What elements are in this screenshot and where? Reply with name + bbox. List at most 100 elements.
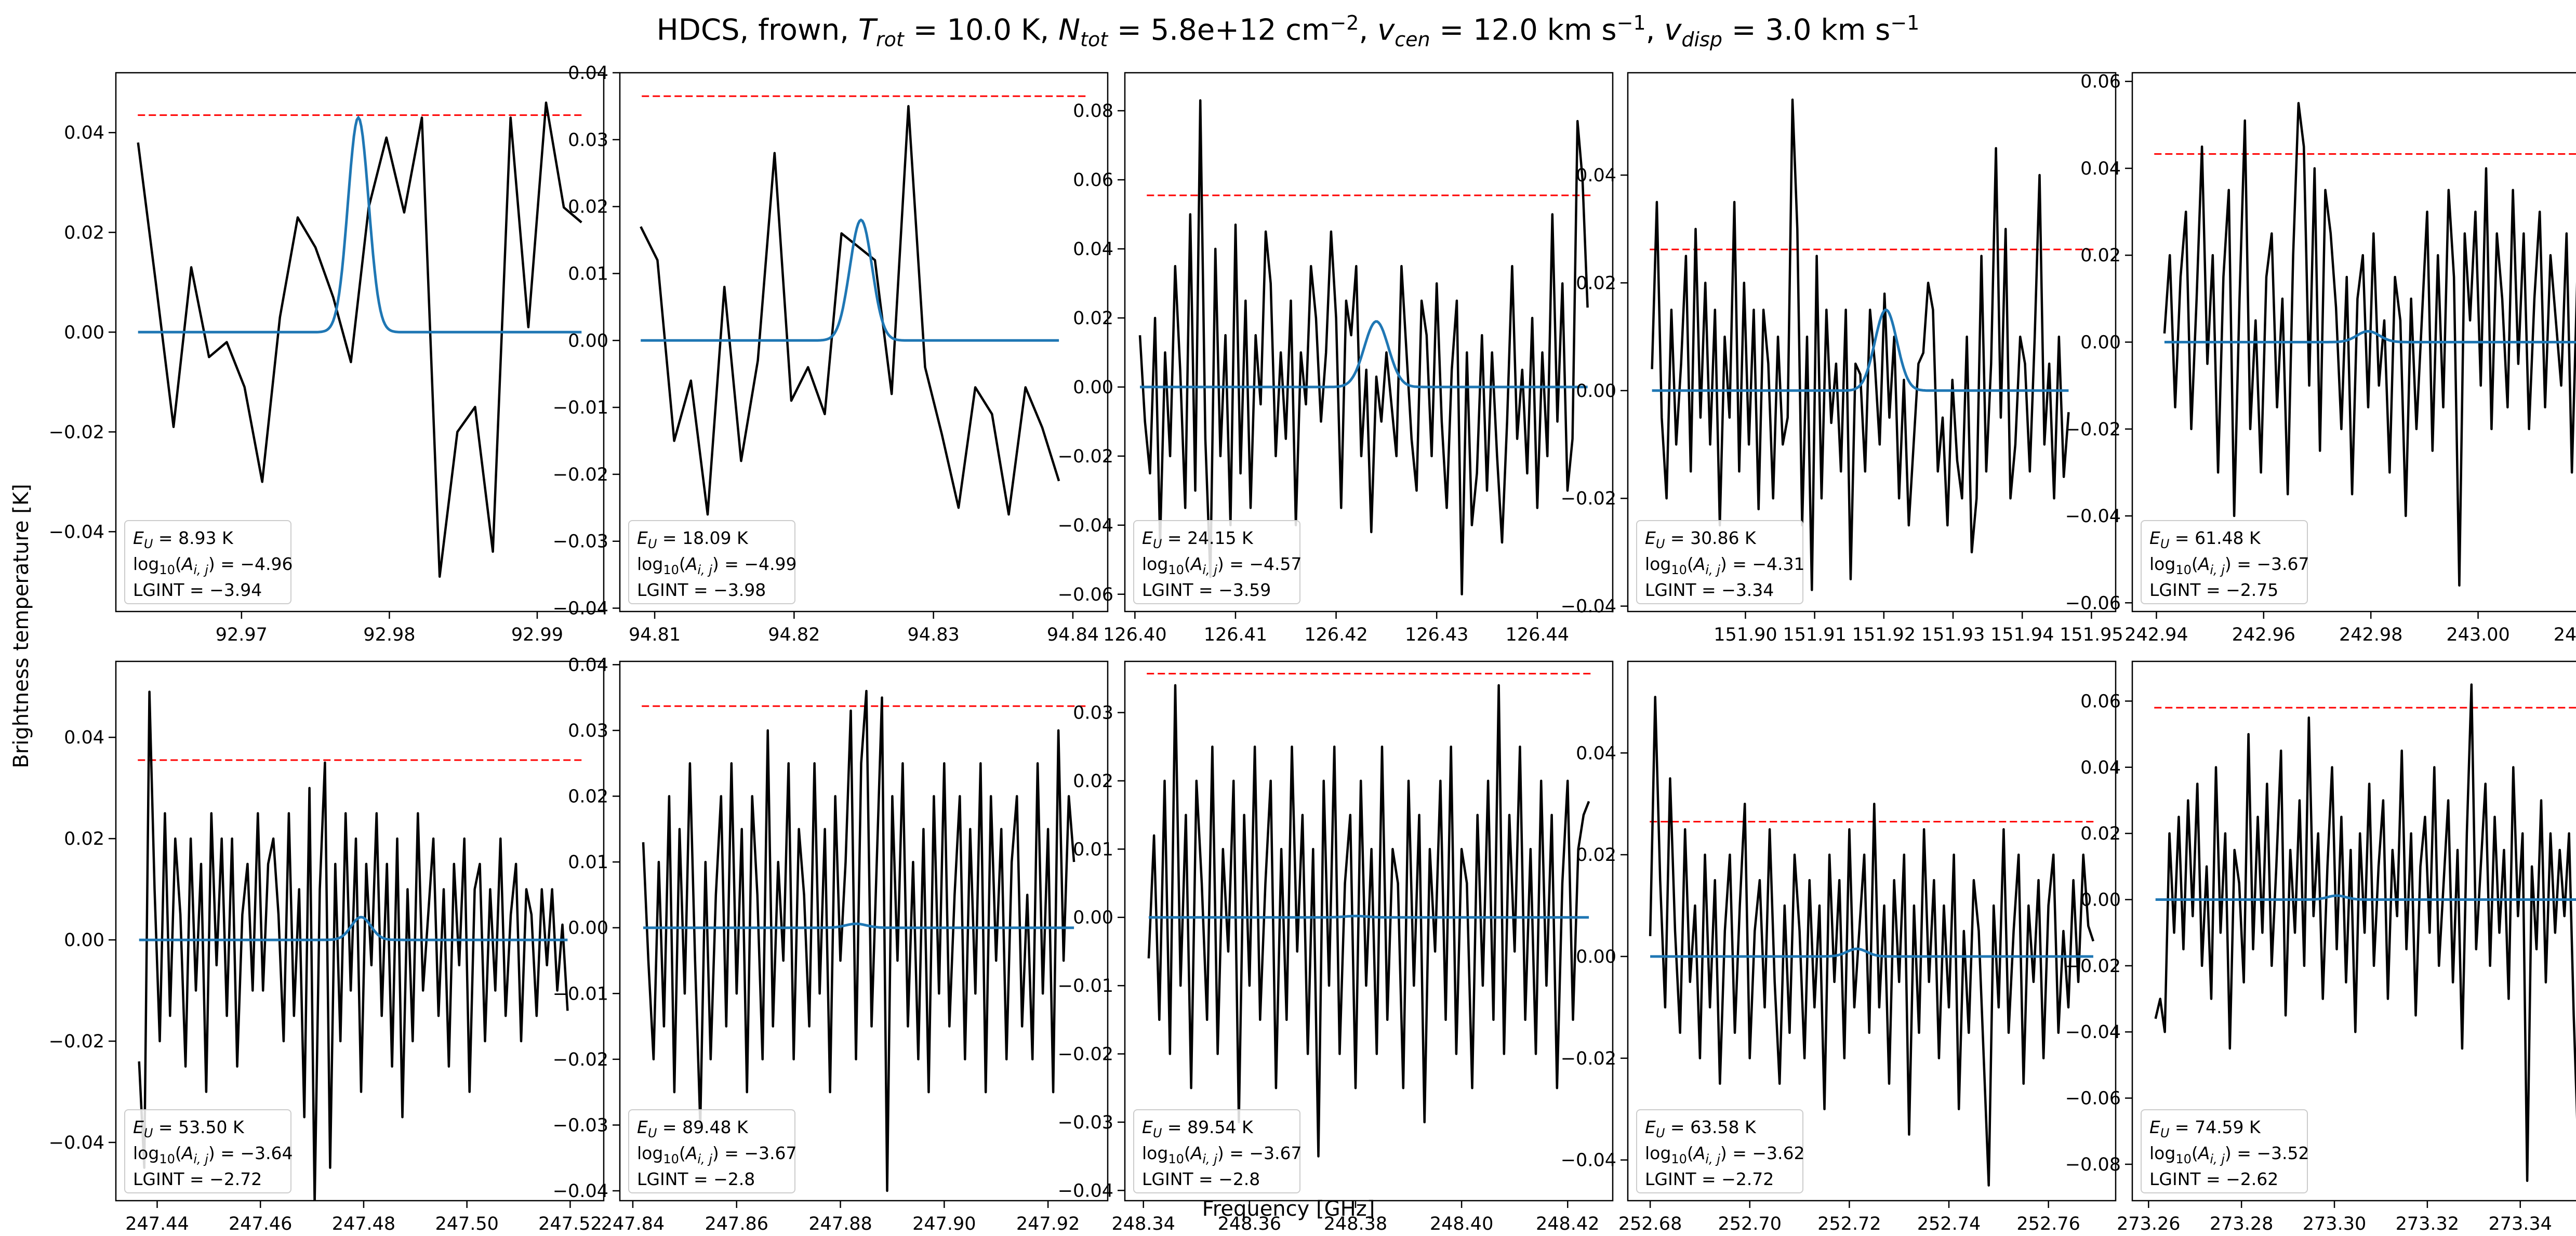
x-tick-label: 252.76 bbox=[2016, 1214, 2080, 1234]
y-tick-label: −0.04 bbox=[1058, 1180, 1113, 1201]
y-tick-label: 0.00 bbox=[1576, 381, 1616, 402]
legend-aij: log10(Ai, j) = −3.67 bbox=[2149, 554, 2309, 577]
y-tick-label: −0.02 bbox=[2065, 419, 2121, 440]
y-tick-label: −0.02 bbox=[1058, 446, 1113, 467]
title-separator-2: , bbox=[1645, 13, 1665, 47]
y-tick-label: 0.04 bbox=[568, 63, 608, 84]
model-spectrum bbox=[139, 915, 568, 941]
y-tick-label: 0.03 bbox=[1073, 703, 1113, 724]
legend-eu: EU = 30.86 K bbox=[1645, 528, 1757, 551]
y-tick-label: 0.01 bbox=[1073, 839, 1113, 860]
x-tick-label: 273.28 bbox=[2210, 1214, 2273, 1234]
model-spectrum bbox=[1140, 320, 1588, 389]
title-vcen-subscript: cen bbox=[1395, 28, 1430, 51]
y-tick-label: 0.02 bbox=[1073, 771, 1113, 792]
observed-spectrum bbox=[642, 689, 1075, 1192]
legend-box bbox=[1133, 1109, 1300, 1193]
y-tick-label: −0.04 bbox=[49, 522, 104, 542]
x-tick-label: 243.02 bbox=[2554, 624, 2576, 645]
y-tick-label: 0.06 bbox=[2080, 72, 2121, 92]
x-tick-label: 247.86 bbox=[705, 1214, 768, 1234]
legend-box bbox=[2141, 1109, 2308, 1193]
title-vcen-symbol: v bbox=[1377, 13, 1395, 47]
legend-aij: log10(Ai, j) = −3.62 bbox=[1645, 1143, 1805, 1166]
x-tick-label: 126.44 bbox=[1506, 624, 1569, 645]
y-tick-label: −0.06 bbox=[2065, 593, 2121, 614]
legend-aij: log10(Ai, j) = −3.67 bbox=[637, 1143, 797, 1166]
y-tick-label: 0.00 bbox=[1073, 377, 1113, 398]
plot-area bbox=[642, 689, 1086, 1192]
y-tick-label: 0.00 bbox=[2080, 333, 2121, 353]
legend-eu: EU = 18.09 K bbox=[637, 528, 749, 551]
x-tick-label: 151.95 bbox=[2060, 624, 2123, 645]
y-tick-label: 0.01 bbox=[568, 852, 608, 873]
axes-frame bbox=[1124, 660, 1614, 1202]
x-tick-label: 243.00 bbox=[2446, 624, 2509, 645]
title-separator-1: , bbox=[1359, 13, 1378, 47]
y-tick-label: −0.02 bbox=[1561, 1048, 1616, 1069]
legend-aij: log10(Ai, j) = −3.67 bbox=[1142, 1143, 1302, 1166]
model-spectrum bbox=[2155, 894, 2576, 901]
x-tick-label: 273.32 bbox=[2396, 1214, 2459, 1234]
y-tick-label: 0.06 bbox=[2080, 691, 2121, 712]
legend-box bbox=[124, 1109, 291, 1193]
x-tick-label: 248.42 bbox=[1536, 1214, 1599, 1234]
model-spectrum bbox=[641, 218, 1059, 342]
x-tick-label: 92.99 bbox=[511, 624, 563, 645]
x-tick-label: 151.92 bbox=[1852, 624, 1916, 645]
observed-spectrum bbox=[1147, 684, 1590, 1158]
y-tick-label: −0.04 bbox=[1561, 596, 1616, 617]
legend-aij: log10(Ai, j) = −4.57 bbox=[1142, 554, 1302, 577]
y-tick-label: −0.02 bbox=[49, 1031, 104, 1052]
x-tick-label: 247.50 bbox=[435, 1214, 498, 1234]
legend-box bbox=[628, 520, 795, 604]
y-tick-label: −0.06 bbox=[1058, 584, 1113, 605]
title-vcen-subscript-text: cen bbox=[1395, 28, 1430, 51]
x-tick-label: 247.90 bbox=[912, 1214, 976, 1234]
x-tick-label: 273.30 bbox=[2303, 1214, 2366, 1234]
title-vdisp-subscript-text: disp bbox=[1681, 28, 1722, 51]
y-tick-label: 0.02 bbox=[64, 222, 104, 243]
legend-aij: log10(Ai, j) = −3.64 bbox=[133, 1143, 293, 1166]
legend-eu: EU = 8.93 K bbox=[133, 528, 234, 551]
x-tick-label: 126.42 bbox=[1304, 624, 1367, 645]
y-tick-label: −0.04 bbox=[1058, 515, 1113, 536]
legend-lgint: LGINT = −2.72 bbox=[133, 1169, 262, 1189]
y-tick-label: −0.04 bbox=[1561, 1150, 1616, 1171]
x-tick-label: 248.40 bbox=[1430, 1214, 1493, 1234]
spectrum-panel-9: 252.68 252.70 252.72 252.74 252.76 −0.04 −0.02… bbox=[1561, 660, 2117, 1234]
y-tick-label: 0.02 bbox=[2080, 823, 2121, 844]
y-tick-label: 0.02 bbox=[1576, 845, 1616, 866]
title-vcen-exponent: −1 bbox=[1616, 11, 1646, 34]
plot-area bbox=[1649, 696, 2095, 1187]
x-tick-label: 247.88 bbox=[808, 1214, 872, 1234]
y-tick-label: −0.06 bbox=[2065, 1088, 2121, 1109]
legend-lgint: LGINT = −3.98 bbox=[637, 580, 766, 600]
legend-eu: EU = 24.15 K bbox=[1142, 528, 1254, 551]
x-tick-label: 248.36 bbox=[1218, 1214, 1281, 1234]
model-spectrum bbox=[643, 922, 1074, 929]
y-tick-label: −0.03 bbox=[553, 531, 608, 552]
axes-frame bbox=[1627, 660, 2117, 1202]
legend-box bbox=[124, 520, 291, 604]
spectrum-panel-10: 273.26273.28273.30273.32273.34273.36−0.0… bbox=[2065, 660, 2576, 1234]
title-trot-value: = 10.0 K, bbox=[904, 13, 1059, 47]
observed-spectrum bbox=[137, 101, 582, 578]
spectrum-panel-7: 247.84 247.86 247.88 247.90 247.92 −0.04 −0.03… bbox=[553, 655, 1109, 1234]
legend-lgint: LGINT = −2.72 bbox=[1645, 1169, 1774, 1189]
title-ntot-symbol: N bbox=[1058, 13, 1081, 47]
model-spectrum bbox=[138, 115, 582, 334]
legend-aij: log10(Ai, j) = −4.96 bbox=[133, 554, 293, 577]
y-tick-label: 0.06 bbox=[1073, 170, 1113, 191]
spectrum-panel-5: 242.94 242.96 242.98 243.00 243.02 −0.06 −0.04… bbox=[2065, 72, 2576, 645]
spectrum-panel-8: 248.34 248.36 248.38 248.40 248.42 −0.04 −0.03… bbox=[1058, 660, 1614, 1234]
panel-grid: 92.97 92.98 92.99 −0.04 −0.02 0.00 0.02 0.04 EU … bbox=[49, 63, 2576, 1234]
spectrum-panel-4: 151.90 151.91 151.92 151.93 151.94 151.95 −0.0… bbox=[1561, 72, 2123, 645]
legend-box bbox=[1133, 520, 1300, 604]
y-tick-label: −0.02 bbox=[2065, 956, 2121, 977]
title-vdisp-subscript: disp bbox=[1681, 28, 1722, 51]
y-tick-label: −0.02 bbox=[1561, 488, 1616, 509]
x-tick-label: 247.44 bbox=[125, 1214, 189, 1234]
y-tick-label: 0.01 bbox=[568, 263, 608, 284]
